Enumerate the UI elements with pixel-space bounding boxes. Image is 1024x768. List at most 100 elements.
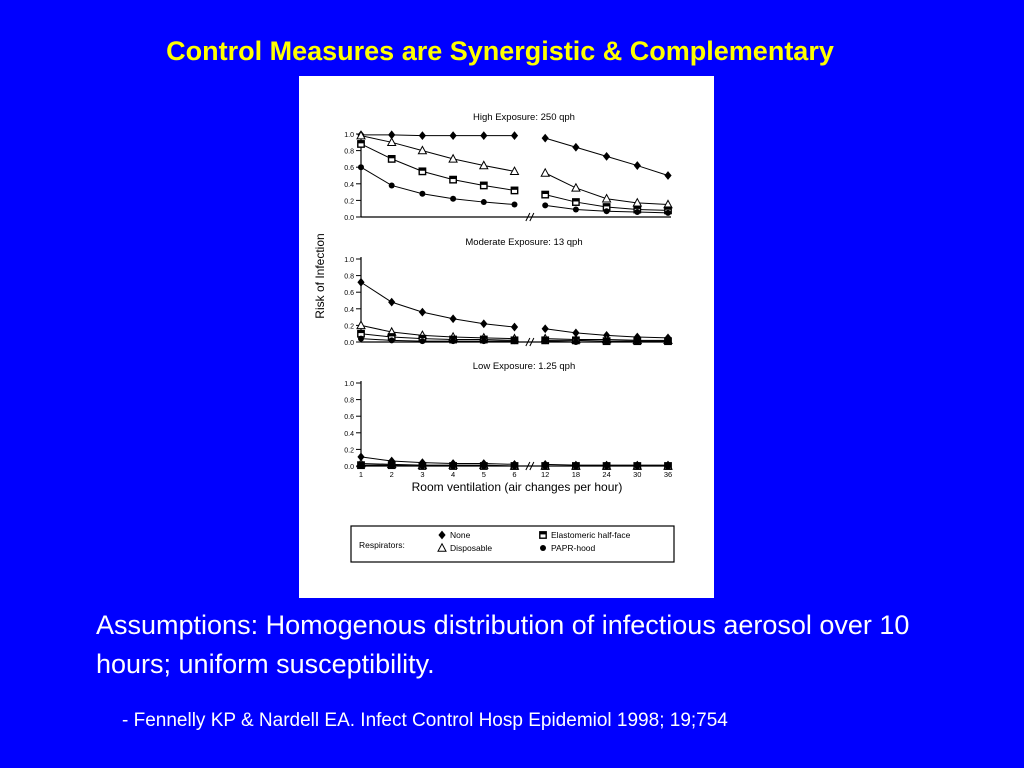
data-point-diamond	[357, 277, 365, 287]
data-point-circle	[358, 463, 364, 469]
slide-title: Control Measures are Synergistic & Compl…	[166, 36, 834, 66]
panel-1-title: High Exposure: 250 qph	[473, 112, 575, 123]
axis-break-mark	[525, 337, 531, 347]
legend-label: PAPR-hood	[551, 543, 596, 553]
data-point-circle	[358, 335, 364, 342]
data-point-triangle	[386, 137, 397, 146]
data-point-diamond	[388, 297, 396, 307]
assumptions-text: Assumptions: Homogenous distribution of …	[96, 610, 910, 679]
x-tick-label: 12	[541, 470, 549, 479]
data-point-circle	[665, 209, 671, 216]
series-line	[360, 135, 515, 172]
legend-label: Elastomeric half-face	[551, 530, 631, 540]
series-circle	[358, 463, 671, 469]
y-tick-label: 0.4	[344, 307, 354, 314]
series-triangle	[356, 130, 673, 209]
series-circle	[358, 335, 671, 345]
data-point-circle	[511, 338, 518, 345]
data-point-circle	[480, 338, 487, 345]
data-point-square-fill	[357, 330, 365, 334]
data-point-diamond	[572, 328, 580, 338]
axis-break-mark	[529, 212, 535, 222]
y-tick-label: 1.0	[344, 381, 354, 388]
panel-3: Low Exposure: 1.25 qph 0.0 0.2 0.4 0.6 0.8 1.0…	[344, 361, 673, 494]
data-point-circle	[419, 463, 426, 469]
y-tick-label: 1.0	[344, 132, 354, 139]
x-tick-label: 6	[512, 470, 516, 479]
data-point-triangle	[601, 193, 612, 203]
data-point-circle	[419, 338, 426, 345]
data-point-diamond	[418, 307, 426, 317]
data-point-circle	[388, 463, 395, 469]
data-point-circle	[665, 339, 671, 345]
data-point-diamond	[449, 131, 457, 141]
data-point-square-fill	[449, 336, 457, 339]
data-point-circle	[572, 463, 579, 469]
data-point-circle	[603, 208, 610, 215]
y-tick-label: 0.4	[344, 182, 354, 189]
data-point-diamond	[510, 322, 519, 332]
series-line	[360, 463, 515, 467]
series-line	[360, 338, 515, 342]
data-point-circle	[511, 201, 518, 208]
y-tick-label: 0.2	[344, 323, 354, 330]
data-point-square-fill	[480, 182, 487, 185]
data-point-circle	[542, 463, 549, 469]
data-point-triangle	[356, 320, 366, 330]
panel-2: Moderate Exposure: 13 qph 0.0 0.2 0.4 0.6 0.8…	[344, 237, 673, 347]
data-point-triangle	[509, 166, 520, 176]
axis-break-mark	[525, 212, 531, 222]
y-tick-label: 0.0	[344, 464, 354, 471]
data-point-circle	[665, 463, 671, 469]
data-point-diamond	[510, 131, 519, 141]
data-point-triangle	[478, 160, 489, 170]
data-point-square	[510, 186, 519, 195]
y-tick-label: 0.4	[344, 431, 354, 438]
y-tick-label: 0.6	[344, 290, 354, 297]
series-line	[361, 134, 515, 137]
data-point-circle	[450, 195, 457, 202]
x-tick-label: 5	[482, 470, 486, 479]
data-point-triangle	[571, 182, 581, 192]
data-point-circle	[358, 164, 364, 171]
series-diamond	[357, 277, 672, 343]
series-line	[360, 456, 515, 465]
legend-marker-diamond	[438, 530, 446, 540]
panel-1: High Exposure: 250 qph 0.0 0.2 0.4 0.6 0.8 1.0	[344, 112, 673, 222]
x-tick-label: 1	[359, 470, 363, 479]
data-point-diamond	[418, 131, 426, 141]
risk-charts: High Exposure: 250 qph 0.0 0.2 0.4 0.6 0.8 1.0…	[313, 112, 675, 563]
data-point-square-fill	[357, 140, 365, 144]
data-point-diamond	[541, 324, 549, 334]
data-point-circle	[634, 339, 641, 345]
data-point-circle	[450, 338, 457, 345]
figure-panel: High Exposure: 250 qph 0.0 0.2 0.4 0.6 0.8 1.0…	[299, 76, 714, 598]
series-line	[360, 166, 515, 206]
x-tick-label: 24	[602, 470, 610, 479]
x-tick-label: 2	[390, 470, 394, 479]
data-point-diamond	[480, 131, 488, 141]
data-point-square-fill	[572, 337, 580, 340]
data-point-diamond	[633, 161, 641, 170]
data-point-diamond	[449, 314, 457, 324]
data-point-diamond	[357, 452, 365, 462]
data-point-diamond	[572, 142, 580, 152]
data-point-circle	[634, 463, 641, 469]
y-tick-label: 0.8	[344, 274, 354, 281]
panel-2-title: Moderate Exposure: 13 qph	[465, 237, 582, 248]
y-tick-label: 0.0	[344, 215, 354, 222]
data-point-diamond	[541, 133, 549, 143]
data-point-square-fill	[449, 176, 457, 180]
data-point-diamond	[603, 152, 611, 161]
data-point-circle	[450, 463, 457, 469]
data-point-circle	[634, 209, 641, 216]
data-point-square-fill	[603, 203, 610, 207]
y-tick-label: 0.6	[344, 414, 354, 421]
data-point-circle	[603, 339, 610, 345]
series-line	[360, 281, 515, 328]
legend-label: Disposable	[450, 543, 492, 553]
y-tick-label: 0.0	[344, 340, 354, 347]
legend-marker-square-fill	[539, 531, 547, 535]
data-point-square-fill	[634, 206, 641, 209]
data-point-square	[418, 167, 427, 176]
